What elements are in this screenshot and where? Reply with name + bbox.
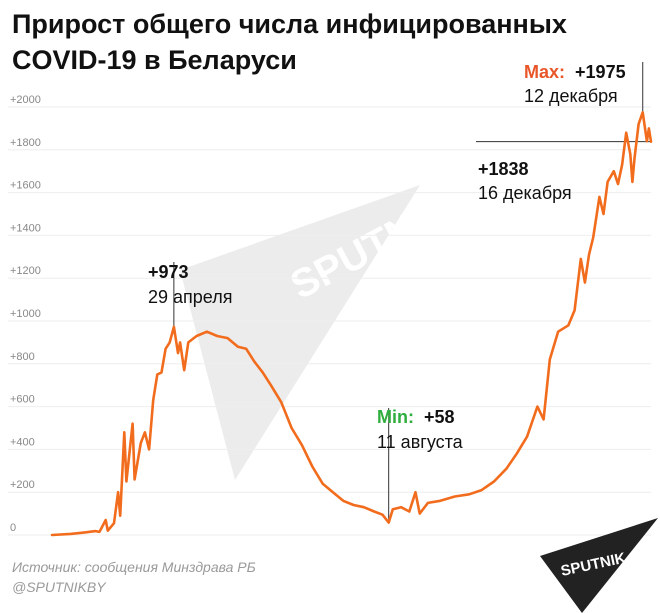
y-tick-label: +1800 [10, 137, 41, 149]
annotation-min-value: Min: +58 [377, 407, 455, 427]
social-handle: @SPUTNIKBY [12, 579, 106, 595]
annotation-max-label: Max: [524, 62, 565, 82]
annotation-min-number: +58 [424, 407, 455, 427]
annotation-max-date: 12 декабря [524, 86, 618, 106]
y-tick-label: +400 [10, 436, 35, 448]
y-tick-label: +1400 [10, 222, 41, 234]
annotation-last-value: +1838 [478, 159, 529, 179]
source-text: Источник: сообщения Минздрава РБ [12, 559, 256, 575]
title-line-1: Прирост общего числа инфицированных [12, 9, 567, 39]
y-tick-label: +800 [10, 351, 35, 363]
annotation-guides [173, 62, 651, 523]
y-tick-label: 0 [10, 522, 16, 534]
annotation-peak1-value: +973 [148, 262, 189, 282]
annotation-last-date: 16 декабря [478, 183, 572, 203]
y-axis-ticks: 0 +200 +400 +600 +800 +1000 +1200 +1400 +1600 +18… [10, 94, 41, 534]
annotation-min-date: 11 августа [377, 432, 464, 452]
annotation-max-number: +1975 [575, 62, 626, 82]
y-tick-label: +1200 [10, 265, 41, 277]
series-line [50, 111, 653, 537]
source-block: Источник: сообщения Минздрава РБ @SPUTNI… [12, 557, 256, 597]
annotation-peak1-date: 29 апреля [148, 287, 232, 307]
annotations: +973 29 апреля Min: +58 11 августа Max: … [148, 62, 626, 452]
grid-lines [8, 106, 651, 536]
annotation-max-value: Max: +1975 [524, 62, 626, 82]
title-line-2: COVID-19 в Беларуси [12, 45, 297, 75]
y-tick-label: +1600 [10, 180, 41, 192]
logo-arrow-shape [540, 518, 658, 613]
y-tick-label: +2000 [10, 94, 41, 106]
y-tick-label: +600 [10, 394, 35, 406]
y-tick-label: +200 [10, 479, 35, 491]
chart-title: Прирост общего числа инфицированных COVI… [12, 6, 612, 78]
annotation-min-label: Min: [377, 407, 414, 427]
sputnik-logo: SPUTNIK [540, 518, 658, 613]
y-tick-label: +1000 [10, 308, 41, 320]
